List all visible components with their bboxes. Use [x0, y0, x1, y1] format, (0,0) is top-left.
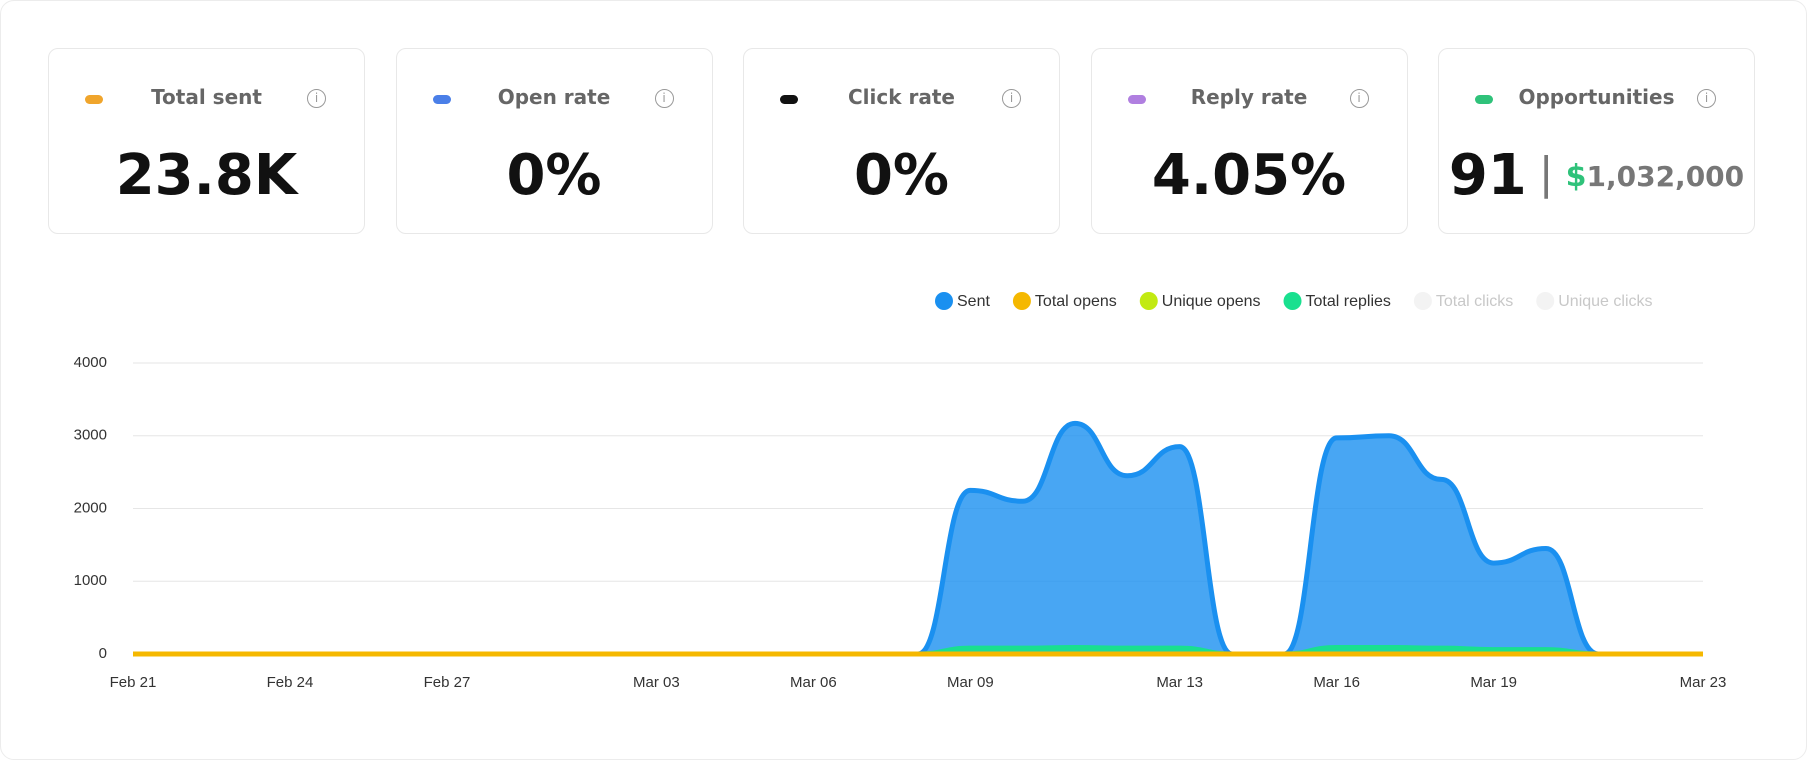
y-tick-label: 1000 [74, 572, 107, 589]
stat-card: Reply rate i 4.05% [1090, 48, 1408, 234]
x-tick-label: Mar 09 [947, 674, 994, 691]
area-fill [133, 423, 1703, 654]
legend-label[interactable]: Total clicks [1436, 293, 1513, 310]
x-tick-label: Mar 03 [633, 674, 680, 691]
legend-marker[interactable] [1413, 292, 1432, 310]
currency: $ [1565, 159, 1587, 194]
value-text: 91 [1448, 143, 1527, 208]
card-label: Click rate [848, 85, 955, 109]
x-tick-label: Feb 27 [424, 674, 471, 691]
info-icon[interactable]: i [1697, 89, 1716, 108]
stat-card: Total sent i 23.8K [48, 48, 365, 234]
value-text: 0% [506, 143, 602, 208]
card-label: Total sent [151, 85, 262, 109]
separator: | [1538, 148, 1554, 199]
x-tick-label: Feb 21 [110, 674, 157, 691]
y-tick-label: 4000 [74, 354, 107, 371]
legend-marker[interactable] [1012, 292, 1031, 310]
indicator [1475, 95, 1493, 104]
card-value: 0% [397, 143, 712, 208]
x-tick-label: Mar 19 [1470, 674, 1517, 691]
info-icon[interactable]: i [1349, 89, 1369, 108]
legend-label[interactable]: Unique clicks [1558, 293, 1652, 310]
card-label: Open rate [497, 85, 611, 109]
x-tick-label: Mar 06 [790, 674, 837, 691]
x-tick-label: Feb 24 [267, 674, 314, 691]
legend-label[interactable]: Total replies [1306, 293, 1391, 310]
legend-label[interactable]: Total opens [1035, 293, 1117, 310]
indicator [432, 95, 451, 104]
card-label: Opportunities [1518, 85, 1675, 109]
info-icon[interactable]: i [307, 89, 326, 108]
legend-marker[interactable] [1139, 292, 1158, 310]
x-tick-label: Mar 13 [1156, 674, 1203, 691]
legend-label[interactable]: Sent [957, 293, 990, 310]
card-value: 23.8K [49, 143, 364, 208]
legend-label[interactable]: Unique opens [1162, 293, 1261, 310]
y-tick-label: 0 [99, 645, 107, 662]
value-text: 0% [853, 143, 950, 208]
indicator [780, 95, 798, 104]
value-text: 4.05% [1151, 143, 1347, 208]
y-tick-label: 3000 [74, 427, 107, 444]
stat-card: Open rate i 0% [395, 48, 713, 234]
stat-card: Opportunities i 91 | $1,032,000 [1438, 48, 1755, 234]
x-tick-label: Mar 16 [1313, 674, 1360, 691]
info-icon[interactable]: i [1002, 89, 1021, 108]
x-tick-label: Mar 23 [1680, 674, 1727, 691]
legend-marker[interactable] [935, 292, 953, 310]
card-value: 91 | $1,032,000 [1439, 143, 1754, 208]
card-label: Reply rate [1190, 85, 1308, 109]
card-value: 0% [744, 143, 1059, 208]
stat-card: Click rate i 0% [743, 48, 1060, 234]
value-text: 23.8K [115, 143, 298, 208]
indicator [1127, 95, 1146, 104]
legend-marker[interactable] [1536, 292, 1555, 310]
card-value: 4.05% [1092, 143, 1407, 208]
amount: 1,032,000 [1586, 160, 1745, 193]
info-icon[interactable]: i [654, 89, 674, 108]
indicator [85, 95, 103, 104]
legend-marker[interactable] [1283, 292, 1302, 310]
y-tick-label: 2000 [74, 499, 107, 516]
